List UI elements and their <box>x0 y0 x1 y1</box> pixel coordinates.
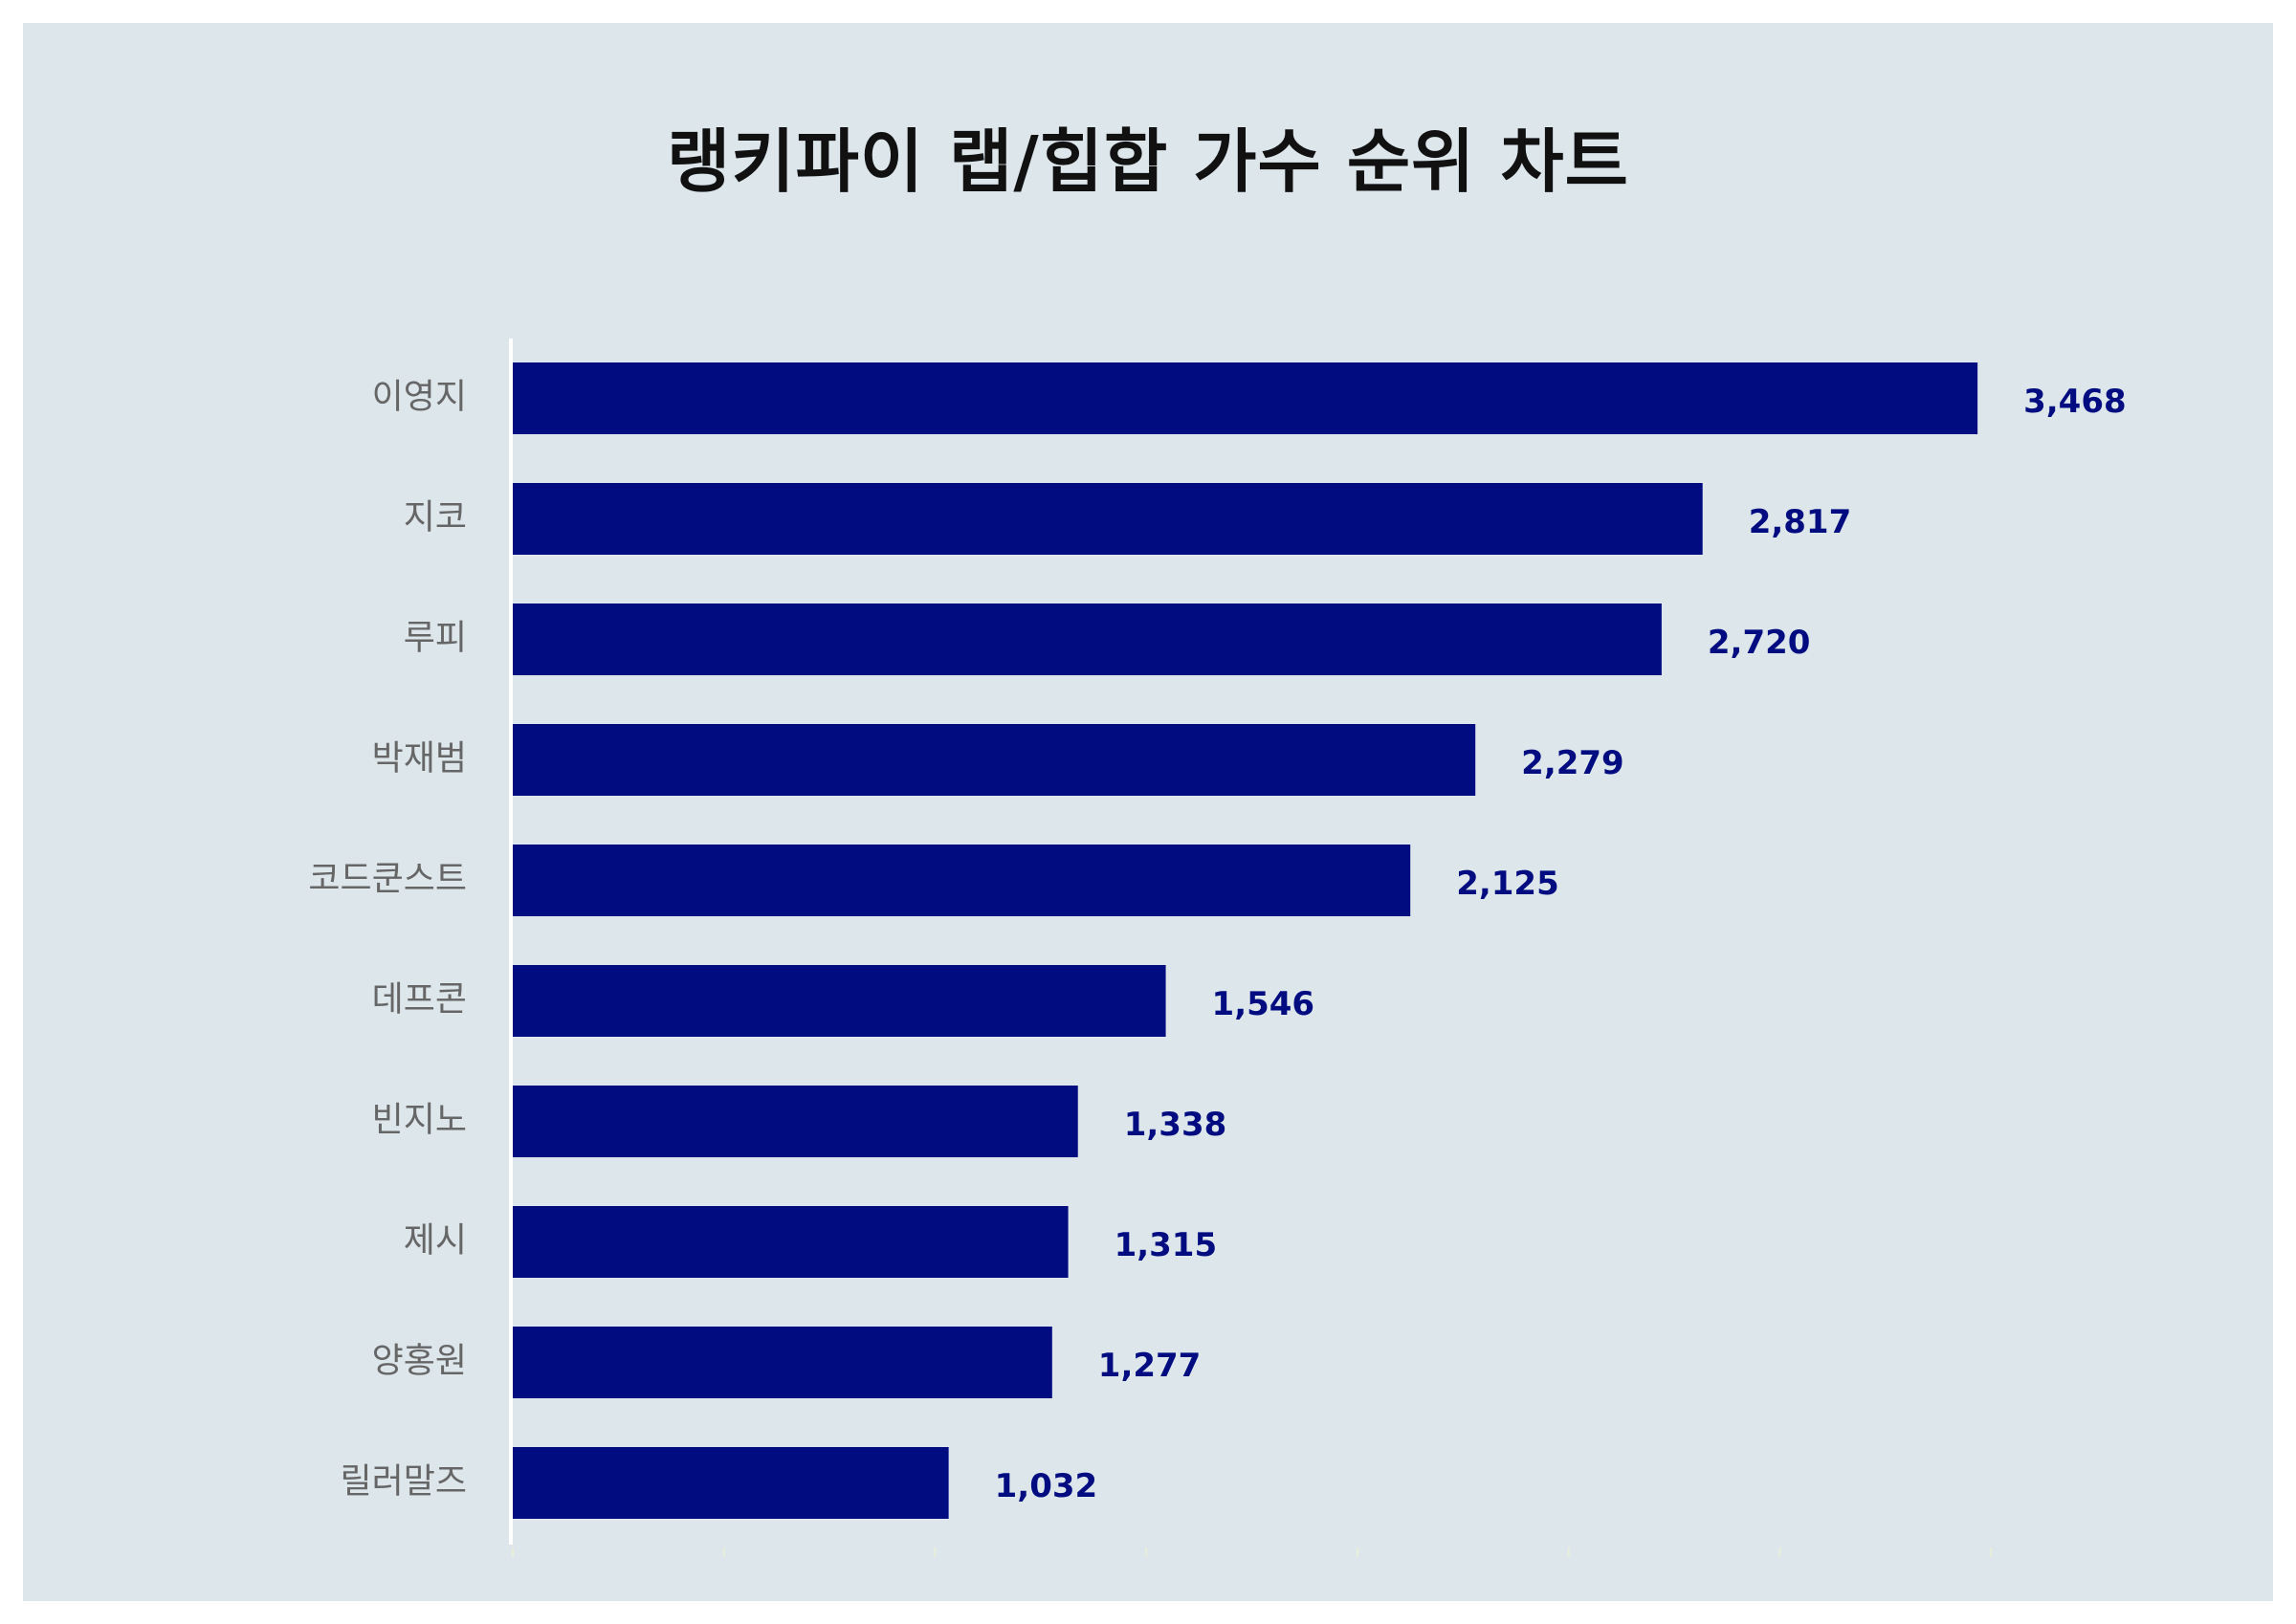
value-label: 1,338 <box>1124 1106 1227 1144</box>
value-label: 2,125 <box>1456 865 1559 903</box>
bar <box>513 1206 1069 1278</box>
category-label: 양홍원 <box>372 1342 467 1381</box>
category-label: 루피 <box>404 619 467 658</box>
chart-title: 랭키파이 랩/힙합 가수 순위 차트 <box>667 121 1629 202</box>
value-label: 1,315 <box>1115 1226 1218 1264</box>
value-label: 2,720 <box>1708 624 1811 662</box>
category-label: 빈지노 <box>372 1101 467 1140</box>
bar <box>513 604 1662 675</box>
category-label: 데프콘 <box>372 980 467 1020</box>
category-label: 코드쿤스트 <box>308 860 467 899</box>
bars-group <box>513 362 1978 1519</box>
value-label: 1,277 <box>1098 1347 1202 1385</box>
category-label: 릴러말즈 <box>341 1462 467 1502</box>
chart-background <box>23 23 2273 1601</box>
value-label: 1,032 <box>995 1467 1098 1505</box>
bar <box>513 1447 949 1519</box>
bar <box>513 1086 1078 1157</box>
bar <box>513 724 1476 796</box>
bar <box>513 845 1411 916</box>
bar <box>513 965 1166 1037</box>
value-label: 3,468 <box>2023 383 2127 421</box>
category-label: 박재범 <box>372 739 467 779</box>
value-label: 2,279 <box>1521 744 1624 782</box>
category-label: 지코 <box>404 498 467 538</box>
value-label: 2,817 <box>1749 503 1852 541</box>
category-label: 제시 <box>404 1221 467 1261</box>
value-labels: 3,468 2,817 2,720 2,279 2,125 1,546 1,338 1,315… <box>995 383 2127 1505</box>
category-label: 이영지 <box>372 378 467 417</box>
axis-ticks <box>512 1547 1993 1557</box>
bar <box>513 483 1703 555</box>
bar <box>513 362 1978 434</box>
bar <box>513 1327 1052 1398</box>
value-label: 1,546 <box>1212 985 1315 1023</box>
